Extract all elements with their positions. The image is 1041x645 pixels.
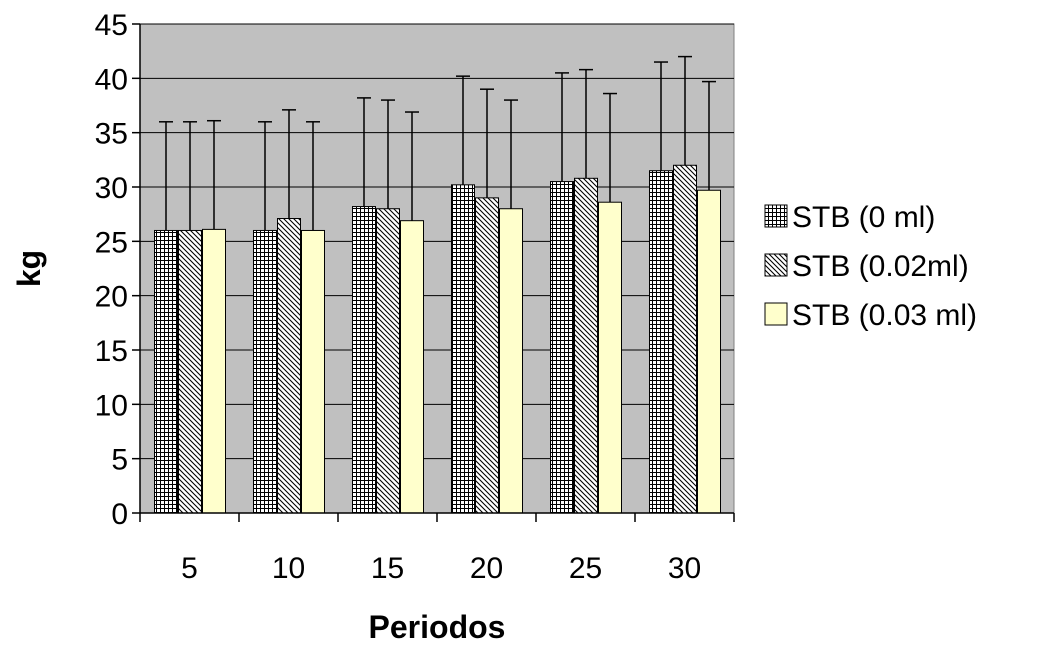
legend-swatch	[764, 302, 788, 326]
y-tick-label: 45	[95, 9, 128, 42]
y-tick-label: 40	[95, 63, 128, 96]
y-tick-label: 0	[111, 498, 128, 531]
bar	[574, 177, 598, 514]
bar	[376, 208, 400, 514]
bar	[475, 197, 499, 514]
x-axis-title: Periodos	[369, 609, 506, 645]
bar	[352, 206, 376, 514]
y-tick-label: 5	[111, 444, 128, 477]
bar	[301, 229, 325, 514]
legend-swatch	[764, 253, 788, 277]
legend-label: STB (0.03 ml)	[792, 299, 977, 332]
bar	[598, 201, 622, 514]
bar	[277, 218, 301, 514]
x-tick-label: 25	[569, 552, 602, 585]
y-tick-label: 25	[95, 226, 128, 259]
bar	[154, 229, 178, 514]
bar	[202, 228, 226, 514]
x-tick-label: 20	[470, 552, 503, 585]
bar	[400, 220, 424, 514]
x-tick-label: 30	[668, 552, 701, 585]
bar	[550, 181, 574, 514]
y-tick-label: 10	[95, 389, 128, 422]
bar	[499, 208, 523, 514]
x-tick-label: 15	[371, 552, 404, 585]
y-tick-label: 35	[95, 118, 128, 151]
bar	[673, 164, 697, 514]
plot-area	[139, 23, 735, 514]
bar	[451, 184, 475, 514]
y-tick-label: 30	[95, 172, 128, 205]
x-tick-label: 5	[181, 552, 198, 585]
legend-label: STB (0 ml)	[792, 201, 935, 234]
bar	[697, 189, 721, 514]
bar	[178, 229, 202, 514]
y-tick-label: 20	[95, 281, 128, 314]
y-axis-title: kg	[11, 250, 47, 287]
legend-swatch	[764, 204, 788, 228]
legend-label: STB (0.02ml)	[792, 250, 969, 283]
x-tick-label: 10	[272, 552, 305, 585]
y-tick-label: 15	[95, 335, 128, 368]
bar	[649, 170, 673, 514]
bar	[253, 229, 277, 514]
